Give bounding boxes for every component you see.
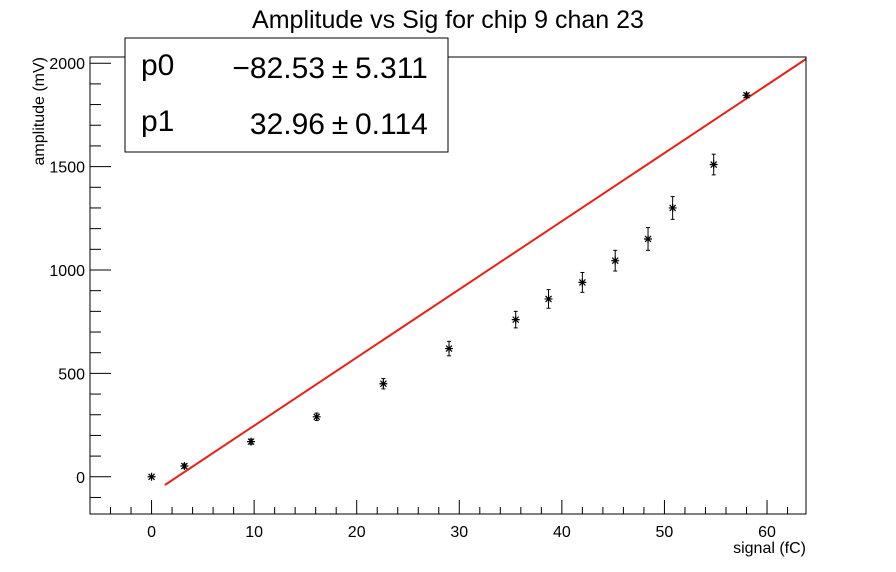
data-point — [578, 271, 587, 293]
fit-line — [164, 58, 807, 486]
asterisk-marker — [379, 379, 388, 388]
data-point — [180, 462, 189, 471]
x-axis-title: signal (fC) — [733, 540, 806, 557]
stats-p0-pm: ± — [332, 52, 348, 85]
fit-stats-box: p0 −82.53 ± 5.311 p1 32.96 ± 0.114 — [124, 37, 449, 153]
asterisk-marker — [611, 256, 620, 265]
asterisk-marker — [180, 462, 189, 471]
data-layer — [147, 58, 807, 486]
y-tick-label: 500 — [58, 366, 85, 383]
x-tick-label: 30 — [450, 524, 468, 541]
stats-p1-value: 32.96 — [250, 108, 325, 141]
x-tick-label: 10 — [245, 524, 263, 541]
asterisk-marker — [578, 278, 587, 287]
y-tick-label: 1000 — [49, 263, 85, 280]
asterisk-marker — [668, 203, 677, 212]
data-point — [742, 91, 751, 100]
y-tick-label: 2000 — [49, 56, 85, 73]
data-point — [445, 340, 454, 357]
data-point — [544, 289, 553, 309]
data-point — [511, 310, 520, 329]
x-tick-label: 40 — [553, 524, 571, 541]
stats-p0-name: p0 — [141, 49, 174, 82]
asterisk-marker — [147, 472, 156, 481]
asterisk-marker — [312, 412, 321, 421]
data-point — [709, 153, 718, 176]
y-axis-title: amplitude (mV) — [31, 57, 48, 165]
x-tick-label: 50 — [656, 524, 674, 541]
data-point — [312, 412, 321, 422]
asterisk-marker — [742, 91, 751, 100]
stats-p0-value: −82.53 — [232, 52, 325, 85]
data-point — [611, 249, 620, 272]
stats-box-frame — [124, 37, 449, 153]
asterisk-marker — [709, 160, 718, 169]
asterisk-marker — [445, 344, 454, 353]
x-tick-label: 20 — [348, 524, 366, 541]
chart-title: Amplitude vs Sig for chip 9 chan 23 — [252, 6, 644, 34]
y-tick-label: 1500 — [49, 160, 85, 177]
data-point — [668, 196, 677, 220]
x-tick-label: 0 — [147, 524, 156, 541]
asterisk-marker — [644, 234, 653, 243]
stats-p1-error: 0.114 — [355, 108, 428, 141]
asterisk-marker — [247, 437, 256, 446]
data-point — [247, 437, 256, 446]
data-point — [644, 227, 653, 251]
data-point — [379, 378, 388, 390]
stats-p1-pm: ± — [332, 108, 348, 141]
stats-p1-name: p1 — [141, 105, 174, 138]
asterisk-marker — [511, 315, 520, 324]
data-point — [147, 472, 156, 481]
y-tick-label: 0 — [76, 470, 85, 487]
x-tick-label: 60 — [758, 524, 776, 541]
axis-layer: 0 10 20 30 40 50 60 0 500 1000 1500 2000 — [49, 56, 789, 541]
asterisk-marker — [544, 294, 553, 303]
stats-p0-error: 5.311 — [355, 52, 428, 85]
